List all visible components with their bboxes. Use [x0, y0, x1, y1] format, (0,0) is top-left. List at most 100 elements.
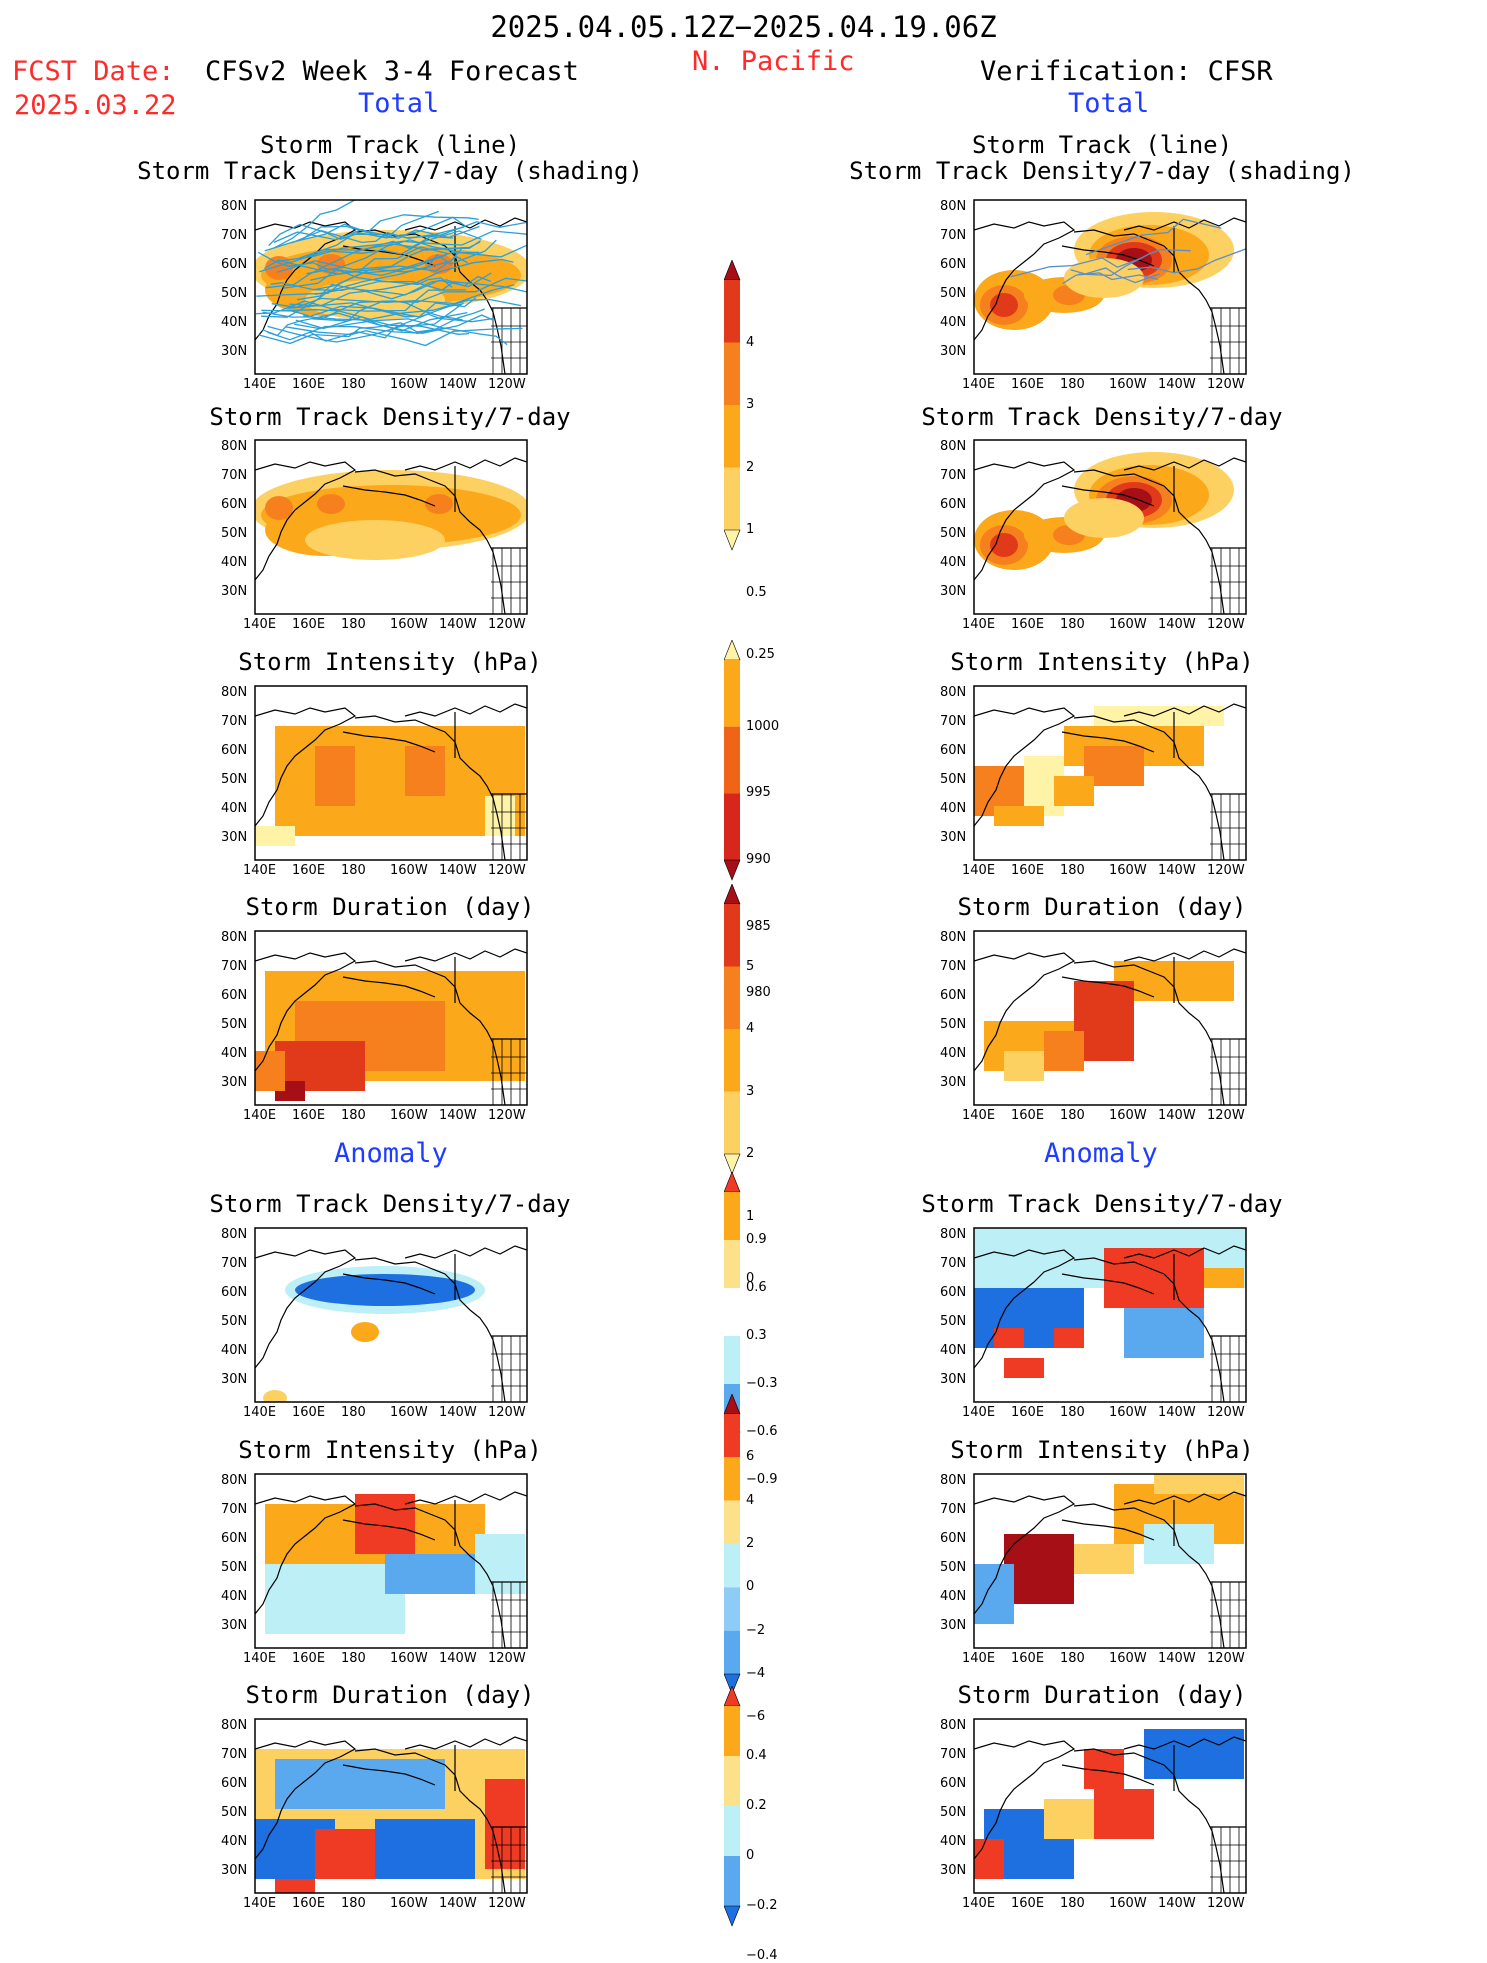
grid-cell: [1204, 1268, 1244, 1288]
colorbar-label: 0.5: [746, 584, 767, 600]
lat-tick-label: 50N: [940, 1314, 967, 1329]
colorbar-segment: [724, 904, 740, 967]
map-frame: [254, 439, 528, 615]
storm-track-line: [276, 240, 481, 273]
storm-track-line: [289, 258, 514, 307]
lon-tick-label: 160W: [1109, 863, 1147, 878]
colorbar-label: 1: [746, 522, 755, 537]
title-vf-track-line: Storm Track (line): [971, 131, 1233, 159]
lon-tick-label: 160E: [1011, 1405, 1045, 1420]
colorbar-label: 0.2: [746, 1798, 767, 1813]
colorbar-label: 0.25: [746, 647, 775, 662]
map-frame: [973, 199, 1247, 375]
lat-tick-label: 40N: [940, 1046, 967, 1061]
colorbar-segment: [724, 966, 740, 1029]
lon-tick-label: 160W: [390, 617, 428, 632]
lat-tick-label: 70N: [221, 468, 248, 483]
lat-tick-label: 80N: [221, 1227, 248, 1242]
lon-tick-label: 140E: [962, 1108, 996, 1123]
coastline: [354, 960, 506, 1105]
lon-tick-label: 120W: [1207, 617, 1245, 632]
colorbar-segment: [724, 467, 740, 530]
storm-track-line: [299, 221, 527, 259]
colorbar-density-total: 4 3 2 1 0.5 0.25: [723, 259, 784, 662]
lon-tick-label: 140E: [243, 1896, 277, 1911]
lat-tick-label: 60N: [940, 1531, 967, 1546]
storm-track-line: [258, 322, 449, 345]
colorbar-label: 5: [746, 958, 755, 974]
lat-tick-label: 50N: [940, 1560, 967, 1575]
aleutian-islands: [342, 485, 436, 507]
map-vf-intensity: [973, 685, 1247, 861]
storm-track-line: [283, 268, 453, 289]
lon-tick-label: 120W: [1207, 377, 1245, 392]
lat-tick-label: 30N: [940, 1618, 967, 1633]
lon-tick-label: 140E: [243, 377, 277, 392]
colorbar-label: 1000: [746, 718, 780, 734]
aleutian-islands: [1061, 976, 1155, 998]
coastline: [255, 1740, 357, 1860]
lat-tick-label: 40N: [940, 1834, 967, 1849]
coastline: [1123, 1245, 1246, 1259]
lon-tick-label: 160E: [292, 1896, 326, 1911]
grid-cell: [315, 746, 355, 806]
lat-tick-label: 60N: [940, 1285, 967, 1300]
coastline: [255, 461, 357, 581]
lon-tick-label: 120W: [488, 1405, 526, 1420]
colorbar-segment: [724, 1336, 740, 1384]
storm-track-line: [287, 297, 477, 318]
colorbar-segment: [724, 342, 740, 405]
coastline: [354, 1748, 506, 1893]
grid-cell: [485, 1779, 525, 1869]
map-frame: [973, 1227, 1247, 1403]
storm-track-line: [262, 311, 468, 337]
map-vf-track: [973, 199, 1247, 375]
coastline: [1073, 715, 1225, 860]
grid-cell: [1144, 1729, 1244, 1779]
map-fc-duration: [254, 930, 528, 1106]
grid-cell: [1054, 1328, 1084, 1348]
colorbar-segment: [724, 1288, 740, 1336]
lon-tick-label: 140E: [243, 1405, 277, 1420]
colorbar-label: 0: [746, 1271, 755, 1286]
colorbar-segment: [724, 1806, 740, 1856]
lon-tick-label: 180: [341, 617, 366, 632]
coastline: [974, 1249, 1076, 1369]
coastline: [354, 715, 506, 860]
coastline: [354, 1503, 506, 1648]
map-panel-vf-duration-anom: 80N 70N 60N 50N 40N 30N 140E 160E 180 160W 140W 120…: [940, 1718, 1247, 1911]
lon-tick-label: 140W: [1158, 1108, 1196, 1123]
coastline: [1073, 1257, 1225, 1402]
lat-tick-label: 70N: [940, 959, 967, 974]
lat-tick-label: 50N: [221, 1805, 248, 1820]
lat-tick-label: 30N: [940, 830, 967, 845]
lat-tick-label: 70N: [221, 959, 248, 974]
lat-tick-label: 60N: [221, 1776, 248, 1791]
lat-tick-label: 40N: [940, 801, 967, 816]
title-fc-intensity: Storm Intensity (hPa): [238, 648, 542, 676]
shading-blob: [1064, 258, 1144, 298]
colorbar-label: 4: [746, 1492, 755, 1508]
lon-tick-label: 160E: [292, 1108, 326, 1123]
map-vf-duration-anom: [973, 1718, 1247, 1894]
lon-tick-label: 180: [1060, 377, 1085, 392]
storm-track-line: [1127, 248, 1246, 274]
map-panel-fc-intensity: 80N 70N 60N 50N 40N 30N 140E 160E 180 160W 140W 120…: [221, 685, 528, 878]
map-panel-fc-density: 80N 70N 60N 50N 40N 30N 140E 160E 180 160W 140W 120…: [221, 439, 528, 632]
lat-tick-label: 50N: [221, 1560, 248, 1575]
storm-track-line: [271, 284, 515, 308]
map-fc-duration-anom: [254, 1718, 528, 1894]
shading-blob: [351, 1322, 379, 1342]
lon-tick-label: 180: [341, 1405, 366, 1420]
lat-tick-label: 80N: [940, 199, 967, 214]
title-fc-duration-anom: Storm Duration (day): [245, 1681, 535, 1709]
storm-track-line: [273, 200, 405, 249]
grid-cell: [1054, 776, 1094, 806]
storm-track-line: [1085, 218, 1222, 256]
map-panel-vf-intensity-anom: 80N 70N 60N 50N 40N 30N 140E 160E 180 160W 140W 120…: [940, 1473, 1247, 1666]
colorbar-triangle: [723, 639, 741, 661]
lon-tick-label: 160E: [1011, 617, 1045, 632]
colorbar-label: 2: [746, 459, 755, 475]
map-panel-vf-intensity: 80N 70N 60N 50N 40N 30N 140E 160E 180 160W 140W 120…: [940, 685, 1247, 878]
title-fc-track-shading: Storm Track Density/7-day (shading): [137, 157, 643, 185]
